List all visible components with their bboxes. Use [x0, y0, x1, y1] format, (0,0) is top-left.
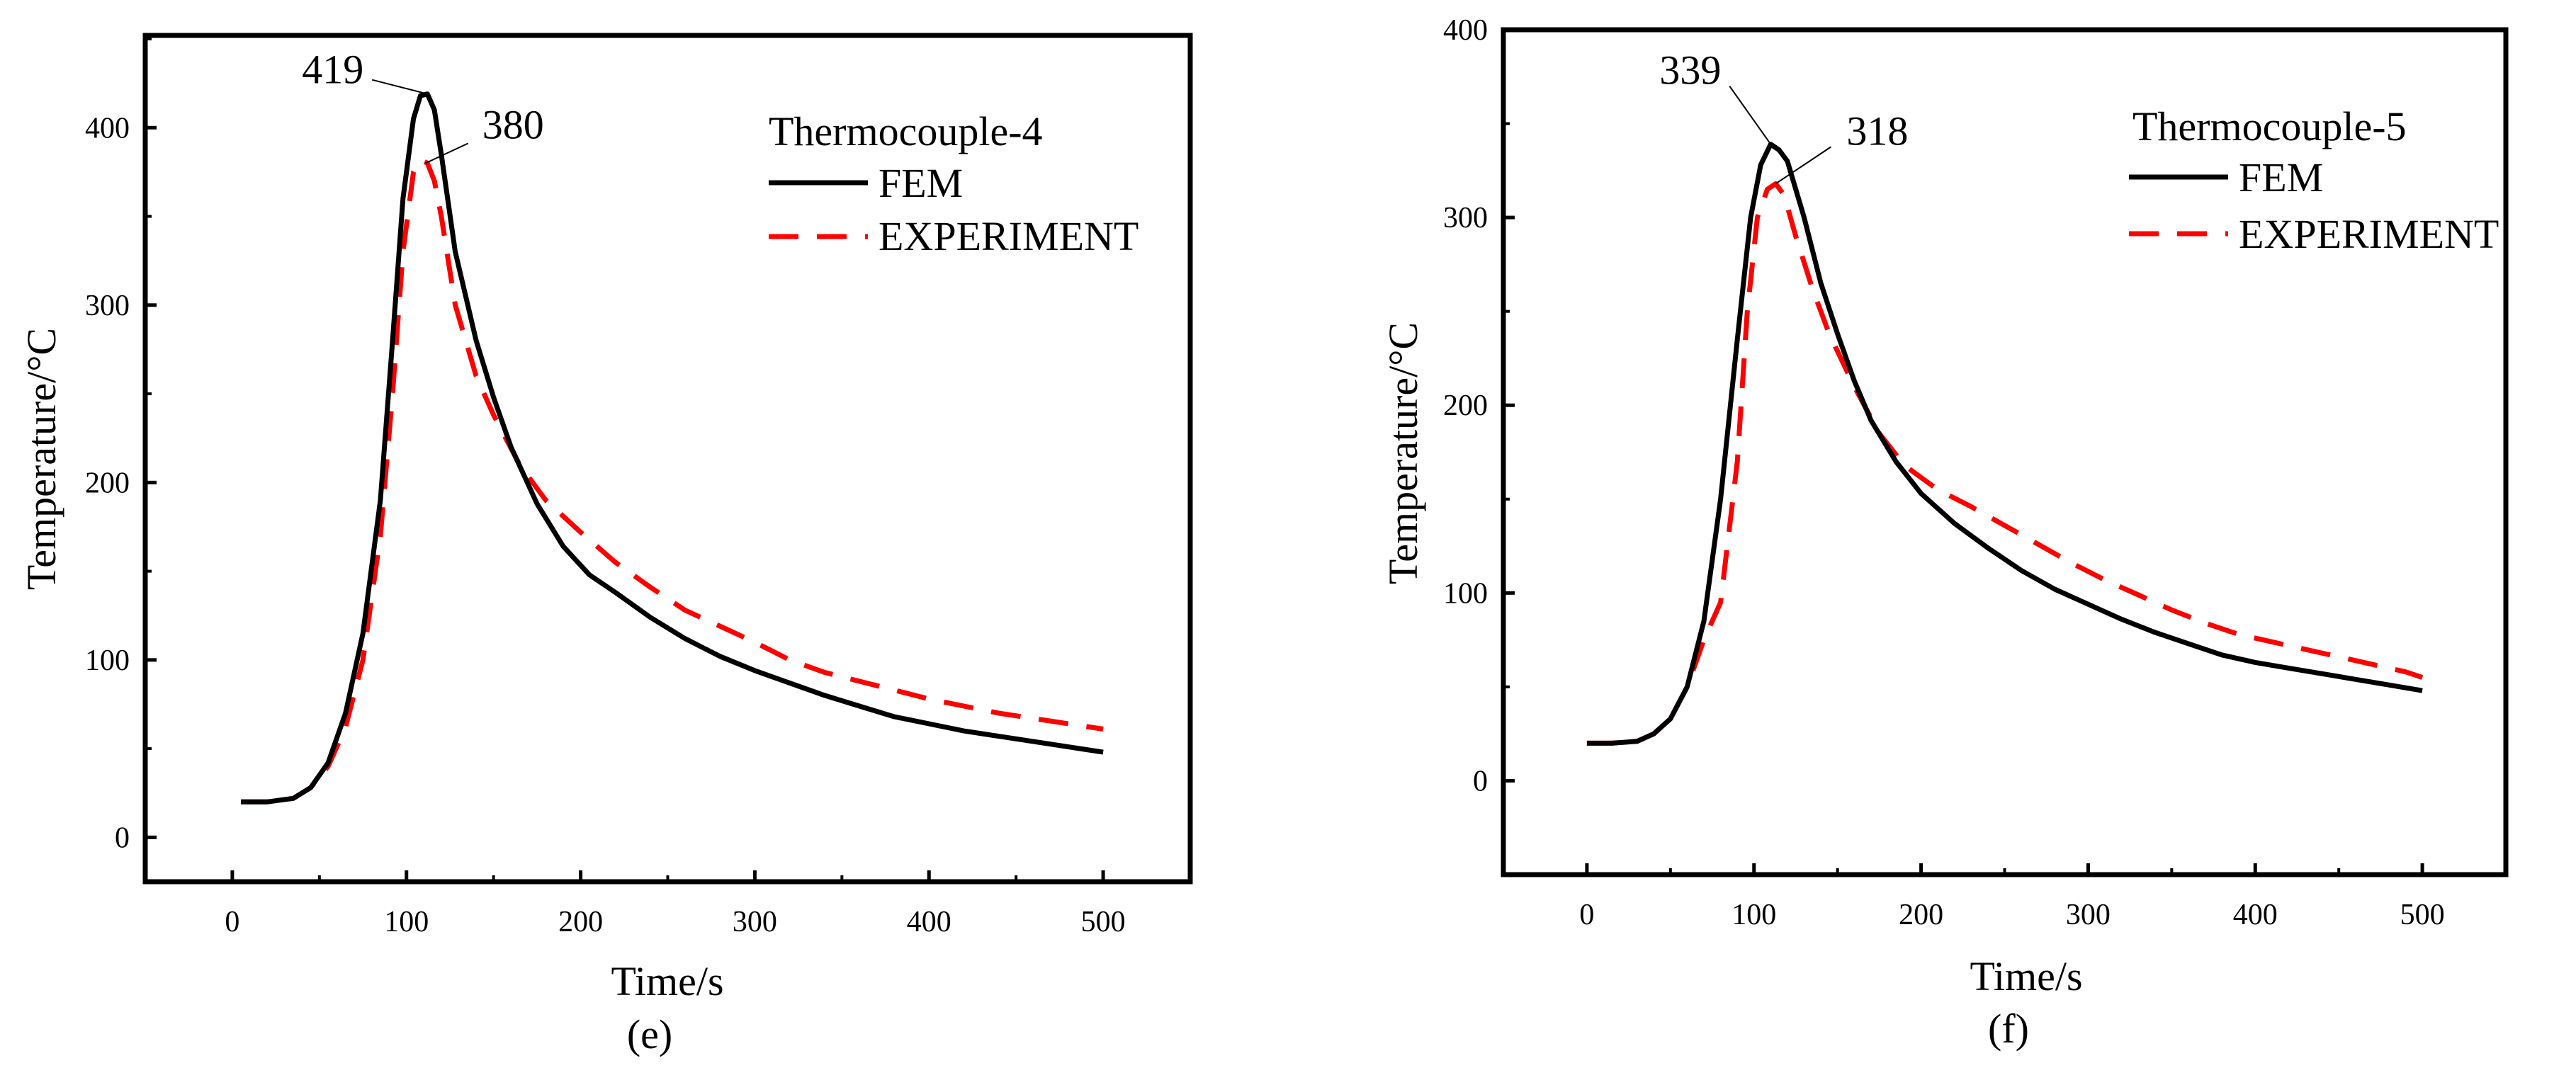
- series-line-experiment: [1586, 181, 2424, 746]
- peak-label-experiment: 318: [1846, 108, 1908, 154]
- chart-thermocouple-4: 0 100 200 300 400 500 0 100 200 300 400 419 380 T…: [18, 33, 1193, 1057]
- y-tick-label: 400: [85, 112, 130, 144]
- series-line-fem: [1586, 142, 2423, 746]
- peak-leader-line-fem: [1729, 86, 1772, 145]
- y-tick-label: 300: [1443, 202, 1488, 234]
- legend-label-experiment: EXPERIMENT: [2239, 211, 2499, 257]
- x-tick-label: 100: [384, 906, 429, 938]
- series-layer: [241, 91, 1104, 805]
- x-axis-title: Time/s: [611, 958, 723, 1004]
- panel-label: (f): [1988, 1006, 2029, 1052]
- x-tick-label: 100: [1732, 899, 1776, 931]
- y-tick-label: 200: [85, 467, 130, 499]
- plot-frame: [142, 33, 1193, 885]
- x-tick-label: 400: [907, 906, 951, 938]
- x-tick-label: 300: [2066, 899, 2111, 931]
- panel-label: (e): [627, 1011, 672, 1057]
- y-tick-label: 300: [85, 290, 130, 322]
- annotations: 339 318: [1659, 47, 1908, 185]
- y-tick-label: 100: [1443, 577, 1488, 610]
- y-tick-label: 0: [1473, 765, 1488, 797]
- plot-frame: [1501, 27, 2509, 877]
- peak-label-fem: 339: [1659, 47, 1721, 93]
- y-tick-label: 100: [85, 644, 130, 677]
- legend-title: Thermocouple-5: [2132, 103, 2407, 149]
- legend-label-fem: FEM: [2239, 154, 2323, 200]
- y-tick-label: 200: [1443, 390, 1488, 422]
- x-tick-label: 400: [2233, 899, 2278, 931]
- x-tick-label: 300: [733, 906, 777, 938]
- x-ticks: 0 100 200 300 400 500: [1579, 863, 2445, 931]
- y-tick-label: 0: [115, 822, 130, 854]
- peak-leader-line-fem: [372, 79, 428, 95]
- legend-title: Thermocouple-4: [769, 108, 1043, 154]
- x-tick-label: 0: [1579, 899, 1594, 931]
- x-ticks: 0 100 200 300 400 500: [225, 870, 1126, 938]
- y-tick-label: 400: [1443, 14, 1488, 47]
- peak-leader-line-experiment: [425, 142, 469, 164]
- peak-label-fem: 419: [302, 47, 363, 93]
- x-tick-label: 200: [558, 906, 603, 938]
- peak-label-experiment: 380: [482, 101, 544, 147]
- y-ticks: 0 100 200 300 400: [1443, 14, 1515, 797]
- legend-label-experiment: EXPERIMENT: [879, 213, 1139, 259]
- x-tick-label: 200: [1899, 899, 1943, 931]
- legend-label-fem: FEM: [879, 160, 963, 206]
- y-axis-title: Temperature/°C: [1380, 322, 1426, 584]
- peak-leader-line-experiment: [1775, 146, 1831, 185]
- annotations: 419 380: [302, 47, 544, 164]
- legend: Thermocouple-5 FEM EXPERIMENT: [2129, 103, 2499, 257]
- x-axis-title: Time/s: [1970, 953, 2082, 999]
- x-tick-label: 0: [225, 906, 239, 938]
- y-axis-title: Temperature/°C: [18, 328, 64, 590]
- series-layer: [1586, 142, 2424, 746]
- legend: Thermocouple-4 FEM EXPERIMENT: [769, 108, 1139, 259]
- chart-thermocouple-5: 0 100 200 300 400 500 0 100 200 300 400 339 318 T…: [1380, 14, 2509, 1052]
- x-tick-label: 500: [2400, 899, 2445, 931]
- y-ticks: 0 100 200 300 400: [85, 38, 157, 854]
- x-tick-label: 500: [1081, 906, 1126, 938]
- series-line-fem: [241, 91, 1104, 805]
